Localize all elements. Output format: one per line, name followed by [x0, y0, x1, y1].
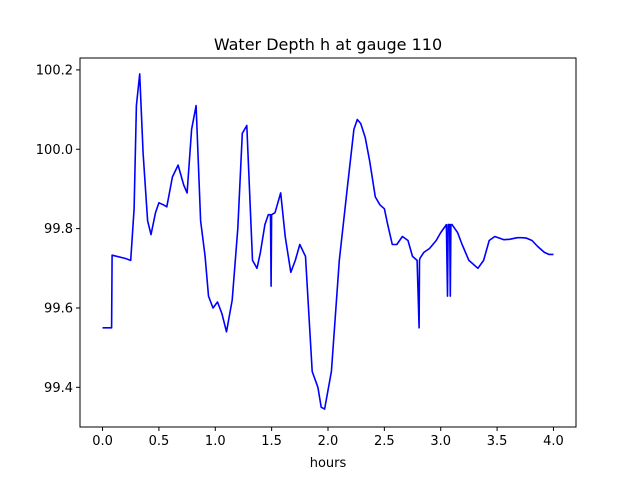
y-tick-label: 99.8 — [44, 222, 73, 237]
y-tick-label: 99.6 — [44, 301, 73, 316]
x-tick-label: 2.0 — [318, 434, 339, 449]
x-tick-label: 1.5 — [261, 434, 282, 449]
series-line — [102, 73, 554, 410]
y-tick-label: 100.0 — [36, 143, 73, 158]
y-tick-label: 99.4 — [44, 381, 73, 396]
x-axis-label: hours — [310, 456, 347, 471]
x-tick-label: 3.0 — [430, 434, 451, 449]
chart-title: Water Depth h at gauge 110 — [214, 35, 442, 54]
x-tick-label: 1.0 — [205, 434, 226, 449]
y-tick-label: 100.2 — [36, 63, 73, 78]
y-axis: 99.4 99.6 99.8 100.0 100.2 — [36, 63, 80, 396]
x-tick-label: 3.5 — [487, 434, 508, 449]
x-tick-label: 4.0 — [543, 434, 564, 449]
series-layer — [102, 73, 554, 410]
x-tick-label: 0.0 — [92, 434, 113, 449]
x-axis: 0.0 0.5 1.0 1.5 2.0 2.5 3.0 3.5 4.0 — [92, 427, 564, 449]
x-tick-label: 0.5 — [149, 434, 170, 449]
x-tick-label: 2.5 — [374, 434, 395, 449]
